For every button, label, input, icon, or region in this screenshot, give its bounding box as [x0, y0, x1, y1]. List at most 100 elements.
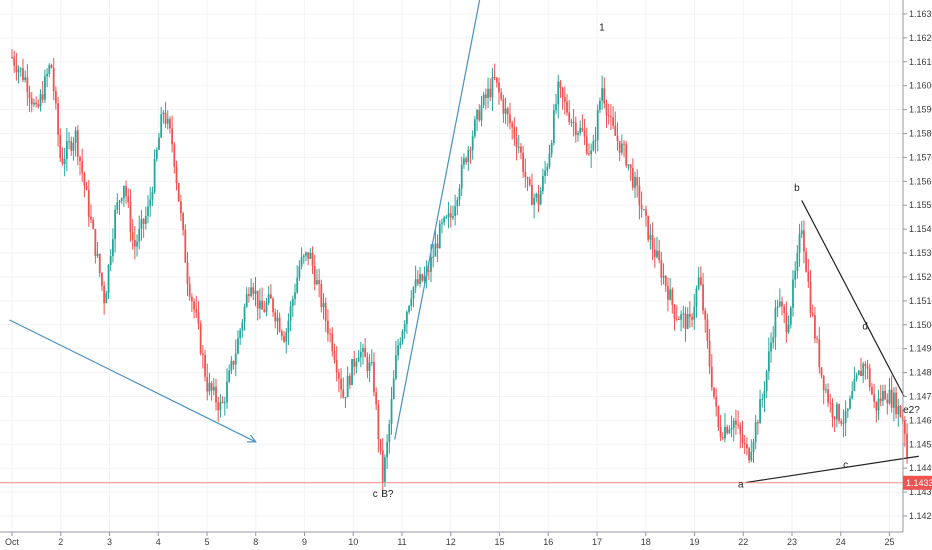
candle-body	[324, 303, 327, 321]
x-tick-label: 25	[884, 537, 894, 547]
blue-trendline	[394, 0, 481, 440]
candle-body	[109, 256, 112, 266]
candle-body	[857, 370, 860, 376]
x-tick-label: 9	[302, 537, 307, 547]
candle-body	[28, 92, 31, 99]
candle-body	[498, 82, 500, 93]
candle-body	[184, 229, 187, 263]
candle-body	[54, 91, 57, 104]
candle-body	[890, 389, 893, 408]
candle-body	[219, 401, 222, 411]
candle-body	[83, 173, 86, 186]
candle-body	[427, 270, 430, 272]
candle-body	[298, 266, 301, 278]
candle-body	[416, 279, 419, 284]
candle-body	[414, 279, 417, 288]
candle-body	[173, 144, 176, 167]
candle-body	[599, 100, 601, 111]
candle-body	[386, 442, 389, 458]
candle-body	[680, 314, 682, 320]
candle-body	[620, 143, 623, 153]
candle-body	[79, 156, 81, 162]
candle-body	[526, 177, 529, 180]
candle-body	[458, 188, 461, 200]
candle-body	[395, 355, 397, 379]
candle-body	[397, 345, 399, 356]
candle-body	[732, 420, 735, 428]
y-tick-label: 1.14800	[909, 368, 932, 378]
candle-body	[118, 201, 121, 203]
candle-body	[552, 110, 555, 144]
candle-body	[691, 316, 693, 320]
y-tick-label: 1.15000	[909, 320, 932, 330]
candle-body	[149, 199, 152, 207]
candle-body	[296, 277, 299, 293]
candle-body	[647, 215, 650, 240]
price-axis[interactable]: 1.16300 1.16200 1.16100 1.16000 1.15900 1.158…	[902, 0, 932, 532]
candle-body	[85, 185, 88, 191]
candle-body	[476, 110, 478, 120]
candle-body	[432, 256, 435, 258]
candle-body	[568, 112, 571, 122]
candle-body	[800, 230, 803, 235]
candle-body	[101, 273, 103, 286]
candle-body	[671, 289, 674, 305]
candle-body	[151, 191, 154, 200]
candle-body	[855, 375, 858, 380]
candle-body	[370, 362, 373, 364]
candle-body	[636, 176, 639, 186]
y-tick-label: 1.14400	[909, 463, 932, 473]
candle-body	[588, 153, 590, 155]
candle-body	[423, 275, 426, 281]
candle-body	[478, 110, 481, 121]
current-price-marker: 1.14339	[903, 475, 932, 490]
candle-body	[294, 292, 296, 300]
candle-body	[746, 444, 748, 449]
candle-body	[741, 434, 744, 444]
candle-body	[592, 141, 595, 151]
candle-body	[456, 199, 459, 207]
x-tick-label: 8	[253, 537, 258, 547]
candle-body	[379, 439, 382, 451]
candle-body	[368, 362, 371, 371]
candle-body	[122, 185, 125, 199]
candle-body	[862, 363, 865, 377]
candle-body	[103, 285, 106, 304]
candle-body	[318, 280, 321, 284]
candle-body	[463, 158, 465, 165]
candle-body	[373, 362, 375, 393]
candle-body	[489, 88, 492, 98]
price-tag-label: 1.14339	[906, 478, 932, 488]
candle-body	[76, 130, 79, 157]
candle-body	[612, 117, 614, 126]
candle-body	[814, 315, 816, 339]
candle-body	[256, 290, 259, 309]
candle-body	[868, 368, 871, 388]
y-tick-label: 1.15600	[909, 176, 932, 186]
candle-body	[818, 339, 821, 368]
y-tick-label: 1.14600	[909, 415, 932, 425]
candle-body	[895, 392, 897, 415]
y-tick-label: 1.16300	[909, 9, 932, 19]
candle-body	[195, 309, 198, 313]
wedge-trendline	[745, 455, 919, 484]
candle-body	[713, 387, 715, 397]
candle-body	[353, 359, 356, 367]
y-tick-label: 1.14200	[909, 511, 932, 521]
y-tick-label: 1.16200	[909, 33, 932, 43]
x-tick-label: 23	[787, 537, 797, 547]
time-axis[interactable]: Oct 2 3 4 5 8 9 10 11 12 15 16 17 18 19 22 23 24 25	[0, 531, 903, 547]
candle-body	[87, 190, 90, 217]
candle-body	[724, 426, 726, 439]
candle-body	[625, 144, 628, 166]
candle-body	[787, 324, 790, 333]
y-tick-label: 1.15400	[909, 224, 932, 234]
x-tick-label: 4	[156, 537, 161, 547]
candle-body	[436, 243, 439, 249]
candle-body	[153, 158, 156, 192]
candle-body	[794, 270, 797, 280]
candle-body	[678, 319, 680, 321]
candle-body	[673, 304, 676, 319]
candle-body	[515, 138, 518, 148]
